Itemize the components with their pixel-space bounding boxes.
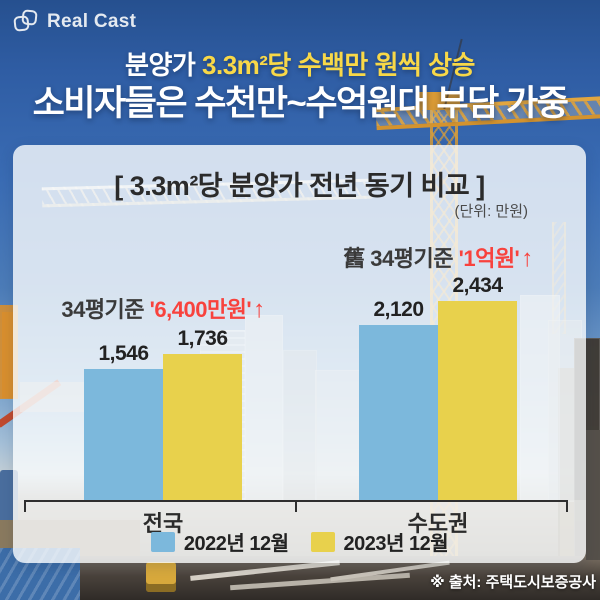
brand-name: Real Cast [47,10,137,32]
bar-수도권-2023년 12월 [438,301,517,502]
headline-line1-prefix: 분양가 [125,50,203,80]
annotation-highlight: '6,400만원' [149,297,252,322]
legend-swatch-icon [310,531,335,552]
bar-value-label: 1,736 [177,327,228,350]
annotation-metro: 舊 34평기준 '1억원'↑ [298,241,578,273]
legend-item: 2022년 12월 [150,527,289,556]
up-arrow-icon: ↑ [253,296,265,323]
up-arrow-icon: ↑ [521,245,533,272]
bar-전국-2023년 12월 [163,354,242,502]
dark-building-edge [586,430,600,560]
bar-value-label: 2,434 [452,274,503,297]
headline-line1-highlight: 3.3m²당 수백만 원씩 상승 [202,50,475,80]
excavator-icon [146,562,176,592]
crane-cab-icon [416,92,460,110]
bar-value-label: 2,120 [373,298,424,321]
bar-value-label: 1,546 [98,342,149,365]
legend-label: 2023년 12월 [343,533,449,555]
bar-수도권-2022년 12월 [359,325,438,502]
axis-tick [24,500,26,512]
source-note: ※ 출처: 주택도시보증공사 [430,574,596,591]
legend-item: 2023년 12월 [310,527,449,556]
annotation-prefix: 34평기준 [61,297,150,322]
headline-line2: 소비자들은 수천만~수억원대 부담 가중 [32,84,569,123]
annotation-highlight: '1억원' [458,246,520,271]
axis-tick [566,500,568,512]
realcast-logo-icon [13,9,40,34]
chart-legend: 2022년 12월 2023년 12월 [13,527,586,556]
left-crane-icon [2,312,14,398]
annotation-prefix: 舊 34평기준 [343,246,459,271]
annotation-national: 34평기준 '6,400만원'↑ [33,292,293,324]
chart-title: [ 3.3m²당 분양가 전년 동기 비교 ] [114,171,485,201]
legend-swatch-icon [150,531,175,552]
category-label-수도권: 수도권 [407,511,469,536]
axis-tick [295,500,297,512]
brand-logo: Real Cast [13,9,137,34]
headline-line1: 분양가 3.3m²당 수백만 원씩 상승 [0,45,600,82]
unit-label: (단위: 만원) [454,203,528,220]
bar-전국-2022년 12월 [84,369,163,502]
legend-label: 2022년 12월 [183,533,289,555]
